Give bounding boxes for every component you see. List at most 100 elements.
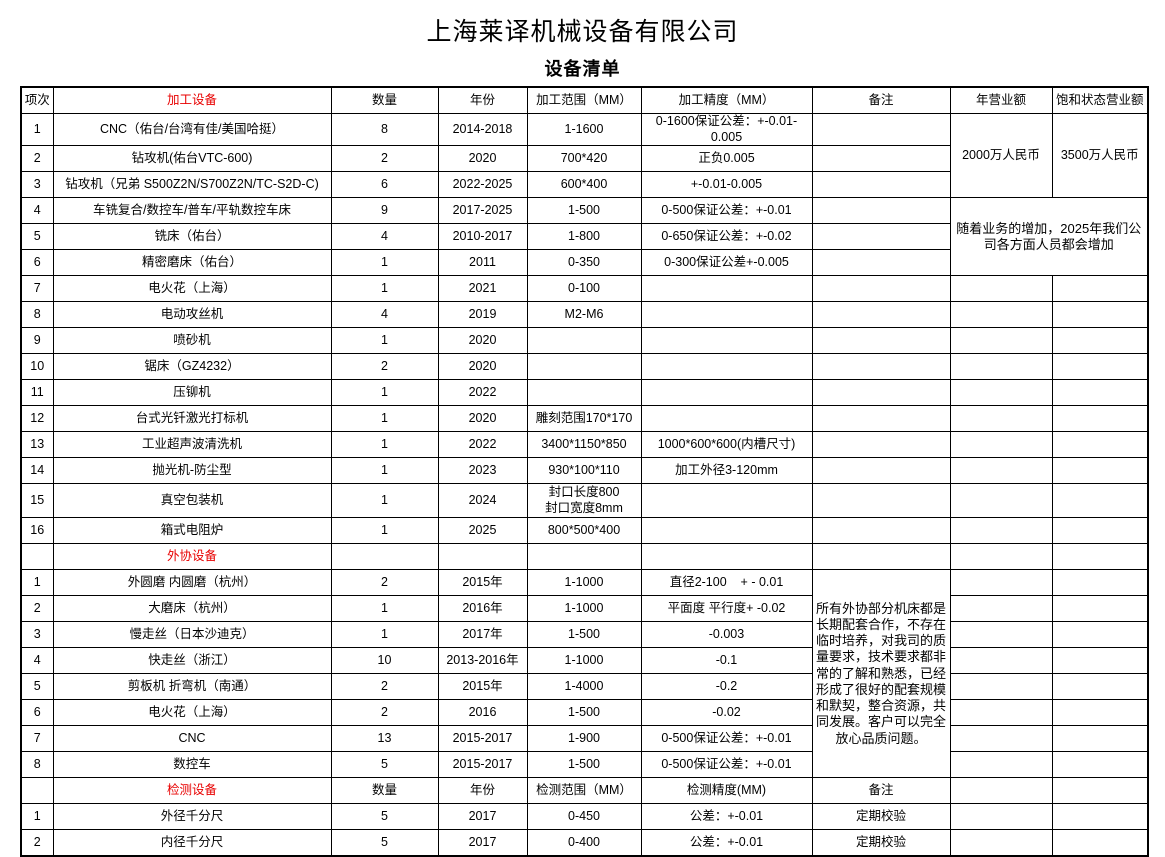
equipment-cell: 数控车 <box>52 751 332 779</box>
year-cell: 2017年 <box>437 621 528 649</box>
table-row: 10 锯床（GZ4232） 2 2020 <box>20 353 1149 381</box>
annual-revenue-cell <box>949 595 1053 623</box>
saturated-revenue-cell <box>1051 517 1149 545</box>
item-no-cell: 1 <box>20 569 54 597</box>
equipment-cell: 外径千分尺 <box>52 803 332 831</box>
annual-revenue-cell <box>949 751 1053 779</box>
equipment-cell: 电火花（上海） <box>52 699 332 727</box>
annual-revenue-cell <box>949 327 1053 355</box>
saturated-revenue-cell <box>1051 405 1149 433</box>
range-cell <box>526 327 642 355</box>
year-cell: 2023 <box>437 457 528 485</box>
quantity-cell <box>330 543 439 571</box>
year-cell: 2017-2025 <box>437 197 528 225</box>
equipment-cell: 工业超声波清洗机 <box>52 431 332 459</box>
precision-cell: 公差：+-0.01 <box>640 803 813 831</box>
year-cell: 2010-2017 <box>437 223 528 251</box>
header-remark-cell: 备注 <box>811 86 951 114</box>
quantity-cell: 9 <box>330 197 439 225</box>
equipment-cell: 喷砂机 <box>52 327 332 355</box>
quantity-cell: 2 <box>330 699 439 727</box>
table-row: 1 外圆磨 内圆磨（杭州） 2 2015年 1-1000 直径2-100 + - 0.01… <box>20 569 1149 779</box>
annual-revenue-cell <box>949 777 1053 805</box>
table-row: 3 钻攻机（兄弟 S500Z2N/S700Z2N/TC-S2D-C) 6 2022-2… <box>20 171 1148 199</box>
item-no-cell: 7 <box>20 275 54 303</box>
year-cell: 2020 <box>437 327 528 355</box>
item-no-cell: 12 <box>20 405 54 433</box>
remark-cell: 所有外协部分机床都是长期配套合作，不存在临时培养，对我司的质量要求，技术要求都非… <box>811 569 951 779</box>
item-no-cell <box>20 543 54 571</box>
year-cell <box>437 543 528 571</box>
saturated-revenue-cell <box>1051 457 1149 485</box>
precision-cell: -0.02 <box>640 699 813 727</box>
table-row: 2 内径千分尺 5 2017 0-400 公差：+-0.01 定期校验 <box>20 829 1149 857</box>
range-cell: 1-800 <box>526 223 642 251</box>
remark-cell: 定期校验 <box>811 829 951 857</box>
annual-revenue-cell <box>949 457 1053 485</box>
annual-revenue-cell <box>949 569 1053 597</box>
year-cell: 2017 <box>437 803 528 831</box>
saturated-revenue-cell <box>1051 569 1149 597</box>
remark-cell <box>811 112 951 147</box>
equipment-cell: 快走丝（浙江） <box>52 647 332 675</box>
range-cell: 1-1600 <box>526 112 642 147</box>
table-row: 7 CNC 13 2015-2017 1-900 0-500保证公差：+-0.01 <box>20 725 1149 753</box>
quantity-cell: 1 <box>330 327 439 355</box>
item-no-cell: 15 <box>20 483 54 519</box>
table-row: 5 铣床（佑台） 4 2010-2017 1-800 0-650保证公差：+-0.02 <box>20 223 1148 251</box>
item-no-cell: 4 <box>20 647 54 675</box>
year-cell: 2015-2017 <box>437 751 528 779</box>
table-row: 1 外径千分尺 5 2017 0-450 公差：+-0.01 定期校验 <box>20 803 1149 831</box>
remark-cell <box>811 457 951 485</box>
table-row: 12 台式光钎激光打标机 1 2020 雕刻范围170*170 <box>20 405 1149 433</box>
precision-cell: 0-300保证公差+-0.005 <box>640 249 813 277</box>
quantity-cell: 8 <box>330 112 439 147</box>
annual-revenue-cell <box>949 353 1053 381</box>
range-cell: 0-450 <box>526 803 642 831</box>
saturated-revenue-cell <box>1051 327 1149 355</box>
precision-cell <box>640 405 813 433</box>
quantity-cell: 2 <box>330 353 439 381</box>
saturated-revenue-cell <box>1051 379 1149 407</box>
saturated-revenue-cell <box>1051 621 1149 649</box>
equipment-cell: 钻攻机(佑台VTC-600) <box>52 145 332 173</box>
saturated-revenue-cell <box>1051 699 1149 727</box>
equipment-cell: 电火花（上海） <box>52 275 332 303</box>
table-row: 8 电动攻丝机 4 2019 M2-M6 <box>20 301 1149 329</box>
item-no-cell: 3 <box>20 171 54 199</box>
equipment-cell: 锯床（GZ4232） <box>52 353 332 381</box>
year-cell: 2017 <box>437 829 528 857</box>
equipment-table: 项次 加工设备 数量 年份 加工范围（MM） 加工精度（MM） 备注 年营业额 饱和状态营业额 1… <box>20 86 1149 857</box>
header-quantity-cell: 数量 <box>330 86 439 114</box>
equipment-cell: 剪板机 折弯机（南通） <box>52 673 332 701</box>
table-row: 15 真空包装机 1 2024 封口长度800 封口宽度8mm <box>20 483 1149 519</box>
quantity-cell: 1 <box>330 457 439 485</box>
table-row: 1 CNC（佑台/台湾有佳/美国哈挺） 8 2014-2018 1-1600 0-1600… <box>20 112 1149 199</box>
equipment-cell: CNC <box>52 725 332 753</box>
remark-cell <box>811 301 951 329</box>
quantity-cell: 1 <box>330 431 439 459</box>
year-cell: 2013-2016年 <box>437 647 528 675</box>
precision-cell: 0-650保证公差：+-0.02 <box>640 223 813 251</box>
equipment-cell: 真空包装机 <box>52 483 332 519</box>
table-row: 6 精密磨床（佑台） 1 2011 0-350 0-300保证公差+-0.005 <box>20 249 1148 277</box>
range-cell: 1-500 <box>526 751 642 779</box>
item-no-cell: 5 <box>20 223 54 251</box>
precision-cell: 公差：+-0.01 <box>640 829 813 857</box>
header-row: 项次 加工设备 数量 年份 加工范围（MM） 加工精度（MM） 备注 年营业额 饱和状态营业额 <box>20 86 1149 114</box>
year-cell: 2016年 <box>437 595 528 623</box>
quantity-cell: 1 <box>330 379 439 407</box>
item-no-cell: 13 <box>20 431 54 459</box>
annual-revenue-cell: 随着业务的增加，2025年我们公司各方面人员都会增加 <box>949 197 1149 277</box>
annual-revenue-cell <box>949 483 1053 519</box>
range-cell: 1-1000 <box>526 569 642 597</box>
annual-revenue-cell <box>949 725 1053 753</box>
year-cell: 2015年 <box>437 673 528 701</box>
item-no-cell: 6 <box>20 249 54 277</box>
precision-cell: -0.003 <box>640 621 813 649</box>
equipment-cell: 抛光机-防尘型 <box>52 457 332 485</box>
table-row: 7 电火花（上海） 1 2021 0-100 <box>20 275 1149 303</box>
quantity-cell: 1 <box>330 517 439 545</box>
equipment-cell: 精密磨床（佑台） <box>52 249 332 277</box>
quantity-cell: 1 <box>330 621 439 649</box>
